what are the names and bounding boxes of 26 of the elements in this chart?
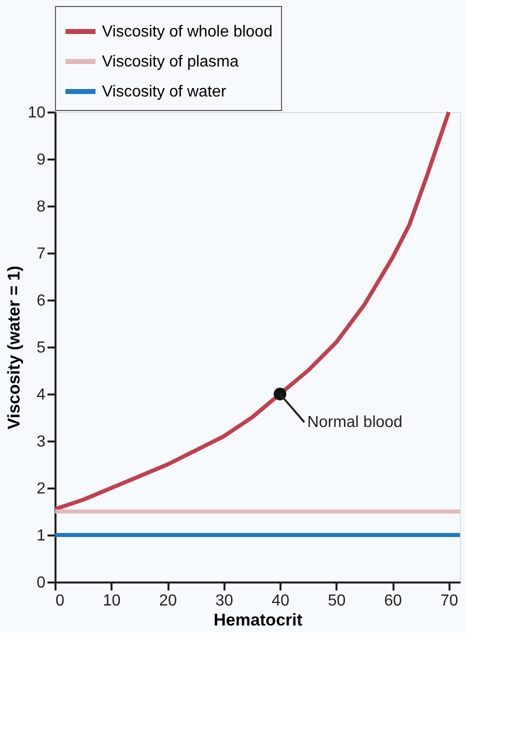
y-tick-label: 0 [36, 574, 46, 592]
x-tick-label: 30 [215, 592, 234, 610]
x-tick-label: 60 [384, 592, 402, 610]
x-tick-label: 50 [328, 592, 346, 610]
y-tick-label: 10 [28, 104, 46, 122]
y-tick-label: 7 [36, 246, 46, 262]
y-tick-label: 3 [36, 434, 46, 450]
x-tick-label: 20 [159, 592, 177, 610]
y-tick-label: 1 [36, 528, 46, 544]
annotation: Normal blood [307, 414, 402, 432]
y-tick-label: 9 [36, 152, 46, 168]
legend-label: Viscosity of whole blood [102, 24, 272, 40]
y-tick-label: 6 [36, 292, 46, 310]
y-tick-label: 8 [36, 198, 46, 216]
y-axis-title: Viscosity (water = 1) [4, 266, 24, 430]
x-tick-label: 40 [272, 592, 290, 610]
legend-label: Viscosity of plasma [102, 54, 239, 70]
y-tick-label: 2 [36, 480, 46, 498]
x-tick-label: 10 [102, 592, 121, 610]
x-axis-title: Hematocrit [214, 610, 303, 630]
legend-label: Viscosity of water [102, 84, 227, 100]
y-tick-label: 5 [36, 340, 46, 356]
x-tick-label: 0 [56, 592, 64, 610]
y-tick-label: 4 [36, 386, 46, 404]
line-series [53, 110, 451, 512]
x-tick-label: 70 [440, 592, 458, 610]
